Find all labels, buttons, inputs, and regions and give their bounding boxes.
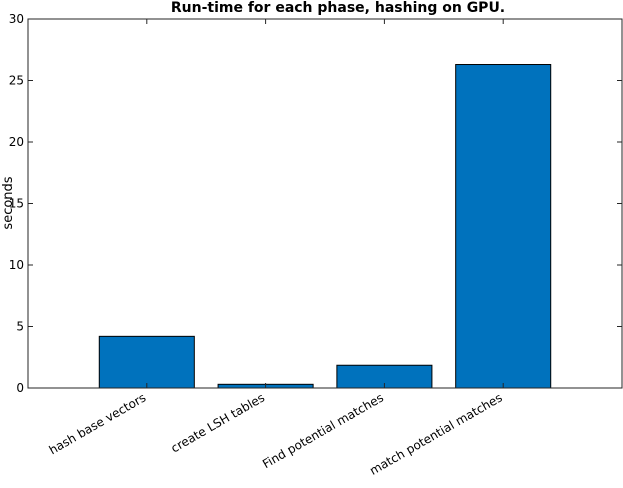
y-tick-label: 0 — [16, 381, 24, 395]
x-tick-label: match potential matches — [367, 390, 504, 477]
x-tick-label: create LSH tables — [169, 390, 268, 455]
bars — [98, 64, 552, 389]
y-tick-label: 20 — [9, 135, 24, 149]
plot-frame — [27, 18, 623, 389]
bar — [455, 64, 552, 389]
y-tick-label: 10 — [9, 258, 24, 272]
chart-title: Run-time for each phase, hashing on GPU. — [171, 0, 505, 16]
y-tick-label: 5 — [16, 320, 24, 334]
y-tick-label: 30 — [9, 12, 24, 26]
y-axis-ticks: 0 5 10 15 20 25 30 — [9, 12, 622, 395]
x-tick-label: hash base vectors — [47, 390, 149, 457]
x-tick-label: Find potential matches — [260, 390, 386, 471]
y-axis-label: seconds — [1, 176, 16, 229]
y-tick-label: 25 — [9, 74, 24, 88]
y-tick-label: 15 — [9, 197, 24, 211]
bar — [98, 335, 195, 389]
